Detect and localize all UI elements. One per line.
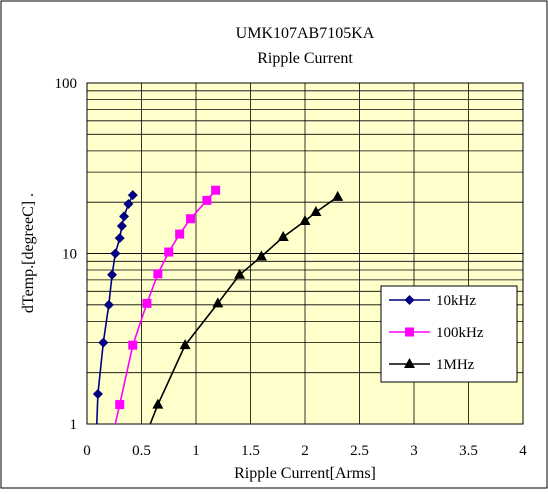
legend-marker — [405, 327, 414, 337]
data-point — [103, 299, 114, 310]
data-point — [153, 269, 163, 279]
x-axis-ticks: 0 0.5 1 1.5 2 2.5 3 3.5 4 — [83, 443, 527, 459]
data-point — [202, 195, 212, 205]
data-point — [186, 214, 196, 224]
data-point — [234, 268, 246, 279]
series-10khz — [92, 190, 138, 425]
data-point — [119, 211, 130, 222]
legend-item-1mhz: 1MHz — [389, 357, 475, 373]
x-tick-label: 4 — [519, 443, 527, 459]
legend-item-10khz: 10kHz — [389, 293, 476, 309]
data-point — [142, 298, 152, 308]
data-point — [114, 233, 125, 244]
legend-marker — [404, 295, 415, 305]
x-tick-label: 2 — [301, 443, 309, 459]
y-tick-label: 1 — [70, 417, 78, 433]
x-axis-label: Ripple Current[Arms] — [234, 465, 376, 482]
plot-border — [86, 82, 524, 425]
data-point — [310, 206, 322, 217]
x-tick-label: 1 — [192, 443, 200, 459]
x-tick-label: 0 — [83, 443, 91, 459]
x-tick-label: 3 — [410, 443, 418, 459]
data-point — [212, 297, 224, 308]
legend: 10kHz 100kHz 1MHz — [380, 285, 518, 383]
series-layer — [92, 185, 344, 425]
x-tick-label: 0.5 — [132, 443, 151, 459]
series-100khz — [114, 185, 221, 425]
y-axis-ticks: 1 10 100 — [55, 76, 78, 433]
x-tick-label: 1.5 — [241, 443, 260, 459]
legend-item-100khz: 100kHz — [389, 325, 484, 341]
data-point — [175, 229, 185, 239]
data-point — [116, 220, 127, 231]
legend-box — [380, 285, 518, 383]
legend-label: 10kHz — [436, 293, 476, 309]
data-point — [299, 215, 311, 226]
series-line — [149, 196, 339, 425]
data-point — [107, 269, 118, 280]
legend-marker — [404, 358, 415, 368]
data-point — [127, 190, 138, 201]
data-point — [152, 398, 164, 409]
series-1mhz — [149, 190, 344, 425]
y-tick-label: 10 — [62, 247, 77, 263]
data-point — [98, 337, 109, 348]
data-point — [179, 339, 191, 350]
x-tick-label: 2.5 — [350, 443, 369, 459]
data-point — [211, 185, 221, 195]
data-point — [164, 247, 174, 257]
data-point — [123, 199, 134, 210]
data-point — [277, 230, 289, 241]
chart-title: UMK107AB7105KA — [236, 25, 375, 42]
data-point — [332, 190, 344, 201]
y-tick-label: 100 — [55, 76, 78, 92]
data-point — [128, 340, 138, 350]
data-point — [92, 388, 103, 399]
data-point — [115, 400, 125, 410]
x-tick-label: 3.5 — [459, 443, 478, 459]
y-axis-label: dTemp.[degreeC] . — [20, 193, 37, 313]
chart-subtitle: Ripple Current — [257, 50, 353, 67]
legend-label: 100kHz — [436, 325, 484, 341]
data-point — [255, 250, 267, 261]
data-point — [110, 248, 121, 259]
series-line — [114, 189, 217, 425]
legend-label: 1MHz — [436, 357, 475, 373]
